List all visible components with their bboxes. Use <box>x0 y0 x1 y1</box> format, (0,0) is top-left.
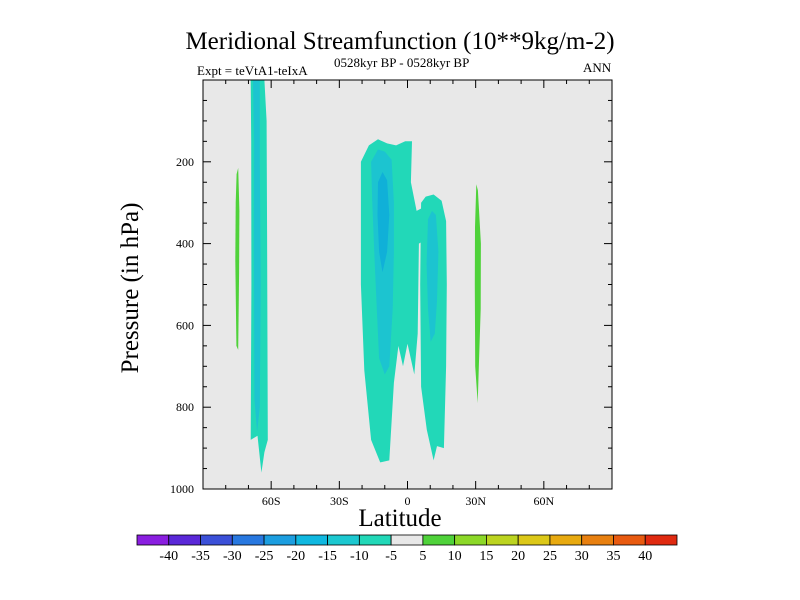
colorbar-box <box>263 534 297 546</box>
colorbar-label: -40 <box>159 549 178 564</box>
colorbar-label: 20 <box>511 549 525 564</box>
x-tick-label: 30S <box>330 494 349 508</box>
colorbar-label: 25 <box>543 549 557 564</box>
colorbar-label: 5 <box>419 549 426 564</box>
nh-subtropical-positive-cell <box>474 184 481 404</box>
x-tick-label: 30N <box>465 494 486 508</box>
sh-polar-positive-cell <box>235 167 240 350</box>
x-axis-label: Latitude <box>358 505 442 532</box>
colorbar-box <box>390 534 424 546</box>
colorbar-label: 40 <box>638 549 652 564</box>
x-tick-label: 60N <box>533 494 554 508</box>
colorbar-box <box>454 534 487 546</box>
nh-tropical-negative-core <box>426 210 439 342</box>
colorbar-box <box>136 534 170 546</box>
colorbar-box <box>327 534 360 546</box>
colorbar-label: -10 <box>350 549 369 564</box>
y-tick-label: 800 <box>176 400 194 414</box>
colorbar-box <box>581 534 614 546</box>
period-label: 0528kyr BP - 0528kyr BP <box>334 55 470 70</box>
season-label: ANN <box>583 60 612 75</box>
colorbar-box <box>231 534 265 546</box>
colorbar-label: -35 <box>191 549 210 564</box>
y-tick-label: 400 <box>176 237 194 251</box>
y-tick-label: 1000 <box>170 482 194 496</box>
colorbar-label: -5 <box>385 549 397 564</box>
colorbar-box <box>168 534 201 546</box>
colorbar-label: 10 <box>448 549 462 564</box>
y-tick-label: 200 <box>176 155 194 169</box>
colorbar-box <box>486 534 519 546</box>
colorbar-label: -20 <box>286 549 305 564</box>
chart-title: Meridional Streamfunction (10**9kg/m-2) <box>185 28 615 55</box>
x-tick-label: 0 <box>405 494 411 508</box>
experiment-label: Expt = teVtA1-teIxA <box>197 63 308 78</box>
colorbar-box <box>517 534 551 546</box>
colorbar-box <box>644 534 678 546</box>
colorbar-label: -25 <box>255 549 274 564</box>
tropical-negative-inner <box>377 172 390 273</box>
colorbar-label: -15 <box>318 549 337 564</box>
colorbar-box <box>358 534 392 546</box>
colorbar-label: 30 <box>575 549 589 564</box>
colorbar-label: 15 <box>479 549 493 564</box>
colorbar-box <box>295 534 328 546</box>
colorbar-box <box>549 534 583 546</box>
colorbar-box <box>422 534 456 546</box>
colorbar-label: 35 <box>606 549 620 564</box>
x-tick-label: 60S <box>262 494 281 508</box>
sh-midlat-negative-core <box>253 80 261 432</box>
colorbar-box <box>200 534 233 546</box>
colorbar-label: -30 <box>223 549 242 564</box>
colorbar-box <box>613 534 646 546</box>
y-tick-label: 600 <box>176 318 194 332</box>
